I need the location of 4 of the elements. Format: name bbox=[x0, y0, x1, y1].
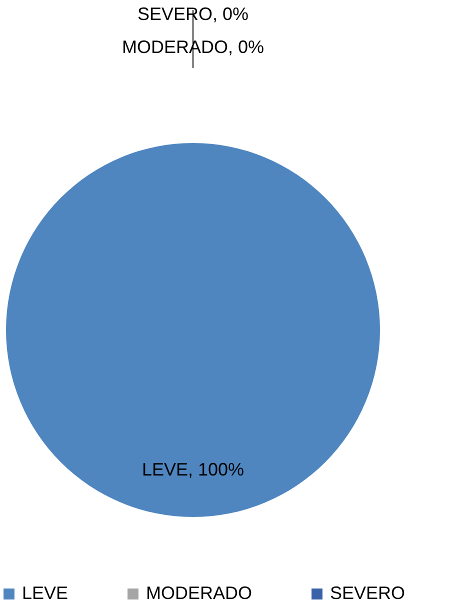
legend-label: LEVE bbox=[22, 583, 68, 603]
legend-label: MODERADO bbox=[146, 583, 252, 603]
data-label: LEVE, 100% bbox=[142, 459, 244, 480]
legend-label: SEVERO bbox=[330, 583, 406, 603]
